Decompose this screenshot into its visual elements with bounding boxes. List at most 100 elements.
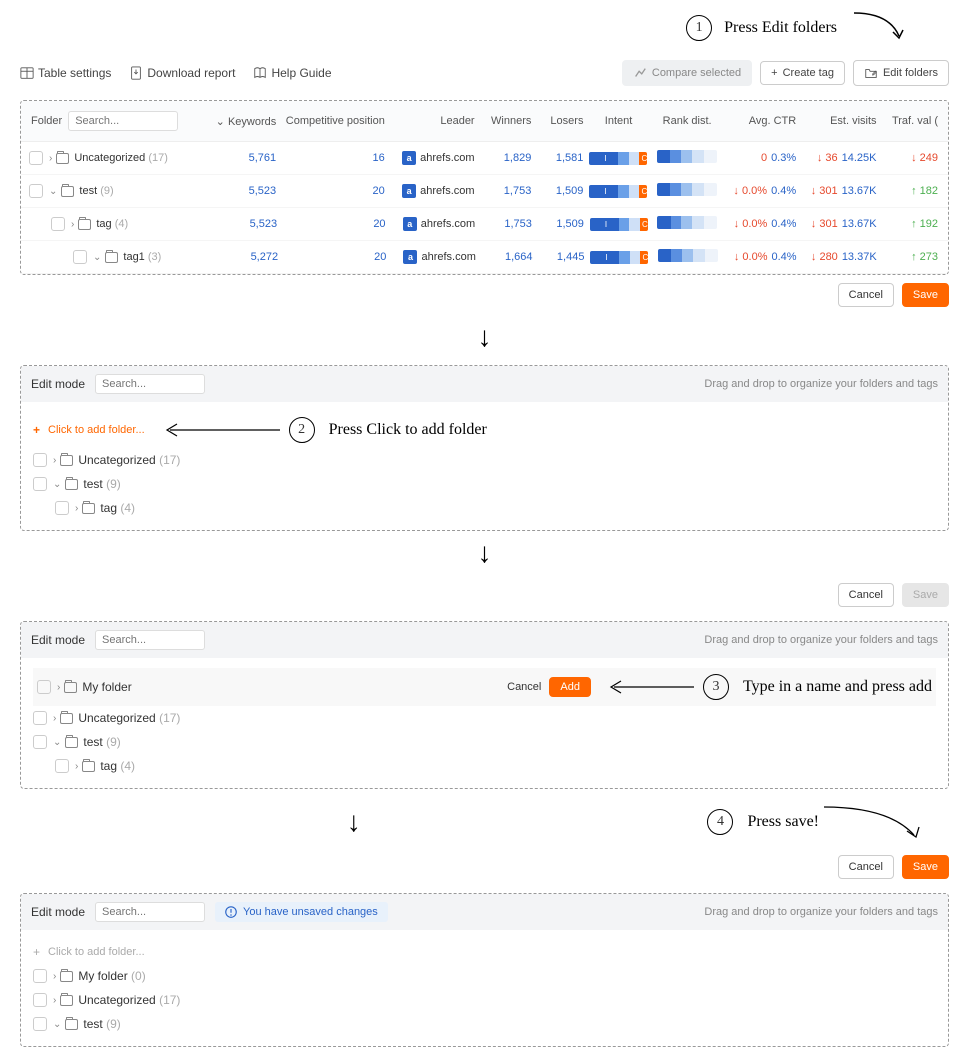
table-settings-link[interactable]: Table settings <box>20 66 111 80</box>
chevron-icon[interactable]: › <box>71 219 74 230</box>
chevron-icon[interactable]: › <box>75 503 78 514</box>
col-rank[interactable]: Rank dist. <box>652 111 723 131</box>
row-checkbox[interactable] <box>51 217 65 231</box>
row-checkbox[interactable] <box>29 151 43 165</box>
winners-val[interactable]: 1,664 <box>478 249 535 265</box>
cancel-button-1[interactable]: Cancel <box>838 283 894 307</box>
info-icon <box>225 906 237 918</box>
col-leader[interactable]: Leader <box>387 111 477 131</box>
table-row[interactable]: ›tag (4)5,52320aahrefs.com1,7531,509IC↓ … <box>21 208 948 241</box>
leader-cell[interactable]: aahrefs.com <box>402 184 474 198</box>
comp-val[interactable]: 20 <box>279 216 387 232</box>
edit-folders-button[interactable]: Edit folders <box>853 60 949 86</box>
col-comp[interactable]: Competitive position <box>278 111 387 131</box>
leader-cell[interactable]: aahrefs.com <box>403 250 475 264</box>
download-report-link[interactable]: Download report <box>129 66 235 80</box>
winners-val[interactable]: 1,829 <box>477 150 534 166</box>
compare-selected-button[interactable]: Compare selected <box>622 60 752 86</box>
checkbox[interactable] <box>33 477 47 491</box>
add-button[interactable]: Add <box>549 677 591 697</box>
edit-search-3[interactable] <box>95 630 205 650</box>
winners-val[interactable]: 1,753 <box>477 183 534 199</box>
tree-item[interactable]: ⌄test (9) <box>33 472 936 496</box>
tree-item[interactable]: ›tag (4) <box>33 754 936 778</box>
leader-cell[interactable]: aahrefs.com <box>403 217 475 231</box>
chevron-icon[interactable]: › <box>75 761 78 772</box>
keywords-val[interactable]: 5,523 <box>209 216 279 232</box>
chevron-icon[interactable]: › <box>49 153 52 164</box>
tree-item[interactable]: ›Uncategorized (17) <box>33 988 936 1012</box>
row-checkbox[interactable] <box>29 184 43 198</box>
edit-mode-label: Edit mode <box>31 377 85 391</box>
help-guide-link[interactable]: Help Guide <box>253 66 331 80</box>
losers-val[interactable]: 1,509 <box>534 216 586 232</box>
comp-val[interactable]: 20 <box>278 183 387 199</box>
tree-item[interactable]: ⌄test (9) <box>33 1012 936 1036</box>
add-folder-row[interactable]: + Click to add folder... 2 Press Click t… <box>33 412 936 448</box>
table-row[interactable]: ⌄tag1 (3)5,27220aahrefs.com1,6641,445IC↓… <box>21 241 948 274</box>
tree-item[interactable]: ›My folder (0) <box>33 964 936 988</box>
col-losers[interactable]: Losers <box>533 111 585 131</box>
keywords-val[interactable]: 5,761 <box>208 150 278 166</box>
winners-val[interactable]: 1,753 <box>477 216 534 232</box>
chevron-icon[interactable]: › <box>53 713 56 724</box>
folder-name: tag <box>96 218 111 230</box>
checkbox[interactable] <box>37 680 51 694</box>
tree-item[interactable]: ›Uncategorized (17) <box>33 448 936 472</box>
losers-val[interactable]: 1,581 <box>533 150 585 166</box>
tree-item[interactable]: ⌄test (9) <box>33 730 936 754</box>
chevron-icon[interactable]: ⌄ <box>53 479 61 490</box>
comp-val[interactable]: 16 <box>278 150 387 166</box>
ctr-val: 0.4% <box>772 251 797 263</box>
step1-text: Press Edit folders <box>724 19 837 37</box>
chevron-icon[interactable]: ⌄ <box>53 1019 61 1030</box>
checkbox[interactable] <box>33 711 47 725</box>
cancel-button-2[interactable]: Cancel <box>838 583 894 607</box>
chevron-icon[interactable]: › <box>53 455 56 466</box>
col-intent[interactable]: Intent <box>585 111 651 131</box>
col-traf[interactable]: Traf. val ( <box>879 111 940 131</box>
table-row[interactable]: ›Uncategorized (17)5,76116aahrefs.com1,8… <box>21 142 948 175</box>
edit-search-2[interactable] <box>95 374 205 394</box>
checkbox[interactable] <box>33 735 47 749</box>
losers-val[interactable]: 1,509 <box>533 183 585 199</box>
col-keywords[interactable]: ⌄ Keywords <box>208 111 278 132</box>
save-button-1[interactable]: Save <box>902 283 949 307</box>
keywords-val[interactable]: 5,272 <box>210 249 280 265</box>
table-row[interactable]: ⌄test (9)5,52320aahrefs.com1,7531,509IC↓… <box>21 175 948 208</box>
checkbox[interactable] <box>33 993 47 1007</box>
chevron-icon[interactable]: ⌄ <box>53 737 61 748</box>
folder-search[interactable] <box>68 111 178 131</box>
row-checkbox[interactable] <box>73 250 87 264</box>
arrow-from-step3 <box>609 677 699 697</box>
chevron-icon[interactable]: ⌄ <box>49 186 57 197</box>
cancel-button-3[interactable]: Cancel <box>838 855 894 879</box>
chevron-icon[interactable]: › <box>57 682 60 693</box>
col-est[interactable]: Est. visits <box>798 111 878 131</box>
col-winners[interactable]: Winners <box>477 111 534 131</box>
save-button-3[interactable]: Save <box>902 855 949 879</box>
checkbox[interactable] <box>33 969 47 983</box>
checkbox[interactable] <box>33 453 47 467</box>
chevron-icon[interactable]: › <box>53 971 56 982</box>
edit-search-4[interactable] <box>95 902 205 922</box>
ctr-delta: 0 <box>761 152 767 164</box>
chevron-icon[interactable]: ⌄ <box>93 252 101 263</box>
leader-cell[interactable]: aahrefs.com <box>402 151 474 165</box>
ctr-delta: ↓ 0.0% <box>734 251 768 263</box>
chevron-icon[interactable]: › <box>53 995 56 1006</box>
keywords-table-panel: Folder⌄ KeywordsCompetitive positionLead… <box>20 100 949 275</box>
create-tag-button[interactable]: + Create tag <box>760 61 845 85</box>
checkbox[interactable] <box>55 759 69 773</box>
tree-item[interactable]: ›tag (4) <box>33 496 936 520</box>
keywords-val[interactable]: 5,523 <box>208 183 278 199</box>
comp-val[interactable]: 20 <box>280 249 388 265</box>
tree-item[interactable]: ›Uncategorized (17) <box>33 706 936 730</box>
checkbox[interactable] <box>55 501 69 515</box>
col-ctr[interactable]: Avg. CTR <box>723 111 799 131</box>
losers-val[interactable]: 1,445 <box>535 249 587 265</box>
checkbox[interactable] <box>33 1017 47 1031</box>
tree-item-name: test <box>83 477 102 491</box>
cancel-inline[interactable]: Cancel <box>507 681 541 693</box>
add-folder-row-4[interactable]: + Click to add folder... <box>33 940 936 964</box>
